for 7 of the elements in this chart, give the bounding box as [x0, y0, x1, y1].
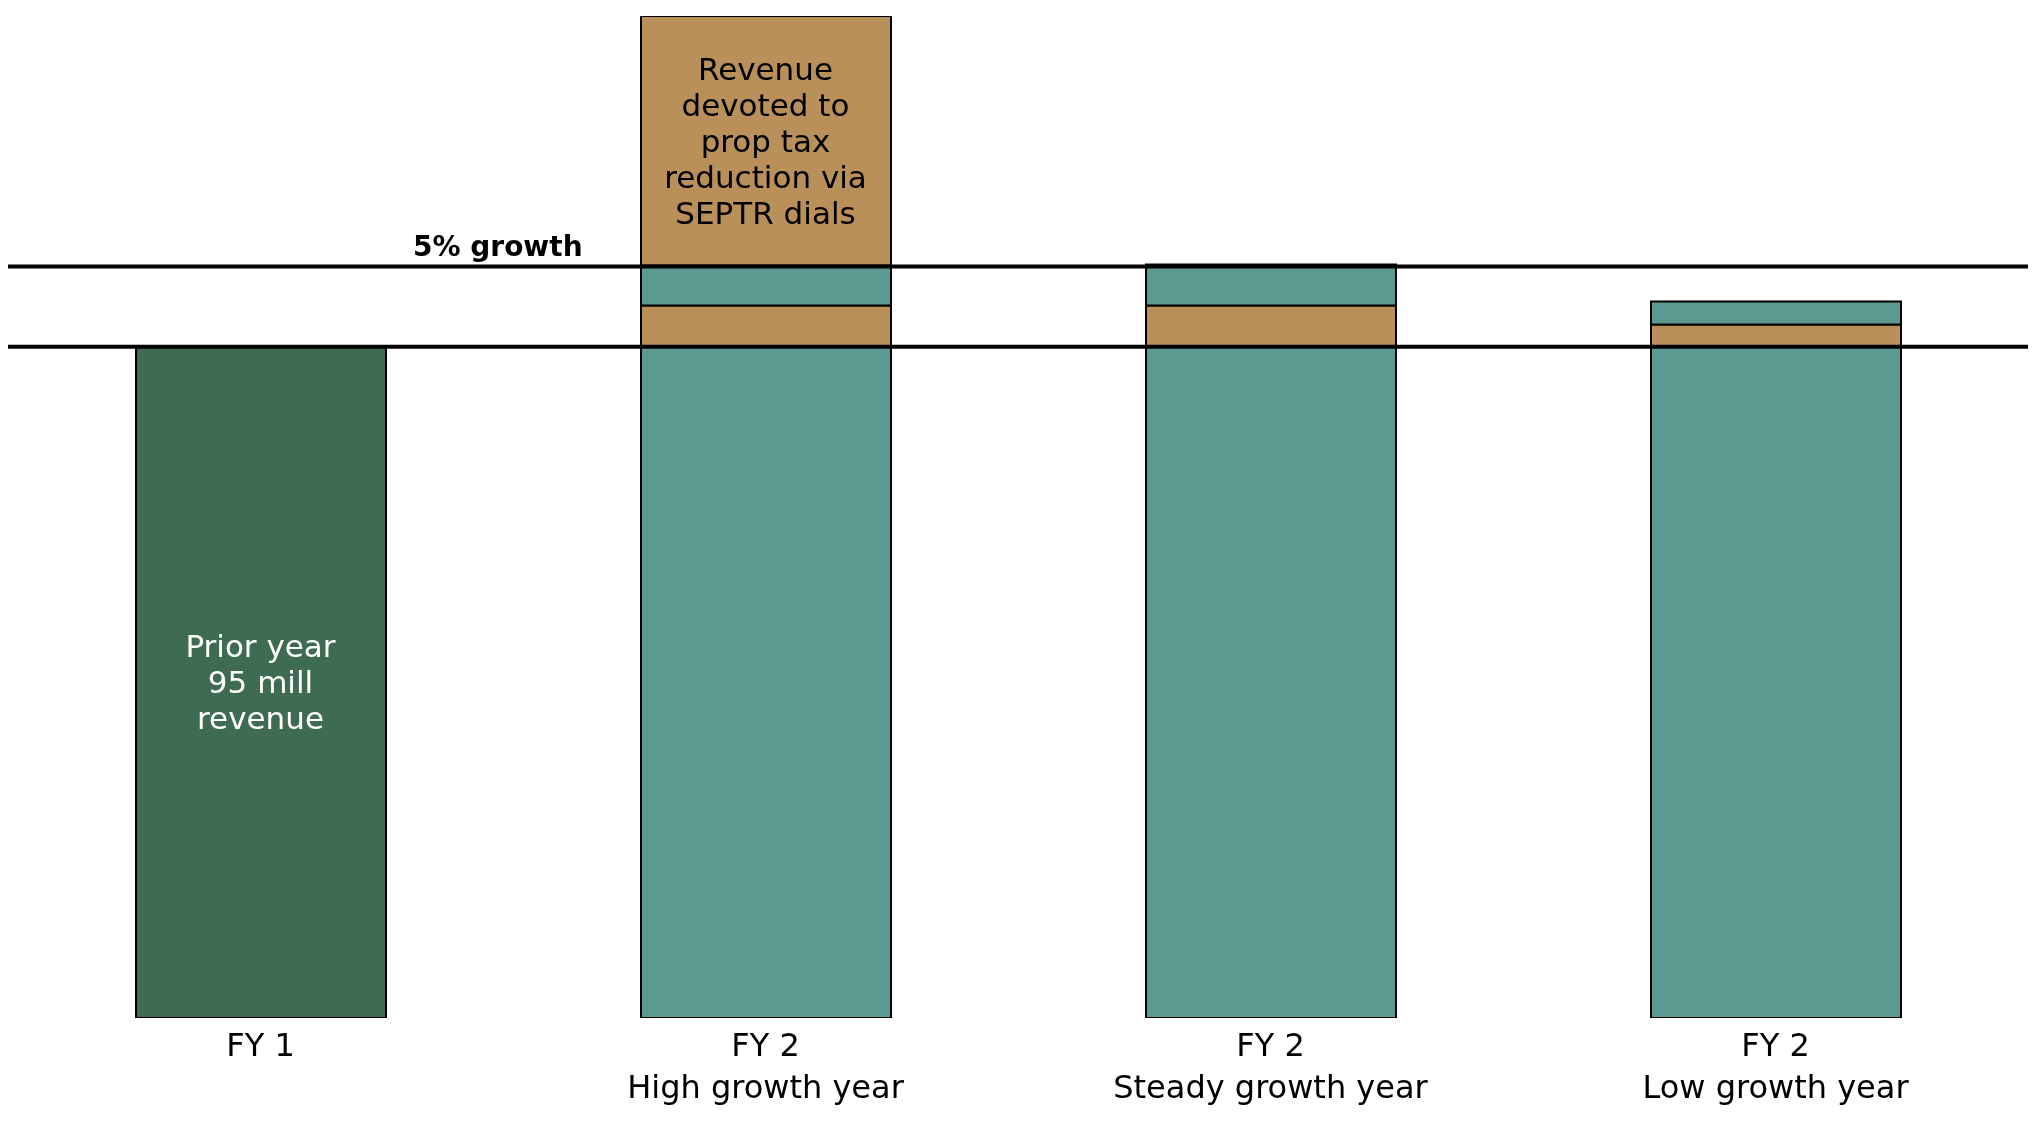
- annotation: Revenue devoted to prop tax reduction via SEPTR dials: [664, 50, 867, 231]
- x-tick-label: FY 1: [226, 1026, 295, 1064]
- x-tick-label: FY 2 Steady growth year: [1113, 1026, 1429, 1106]
- ref-line-label: 5% growth: [413, 229, 583, 263]
- annotation: Prior year 95 mill revenue: [185, 628, 336, 737]
- x-tick-label: FY 2 Low growth year: [1642, 1026, 1910, 1106]
- x-tick-label: FY 2 High growth year: [627, 1026, 905, 1106]
